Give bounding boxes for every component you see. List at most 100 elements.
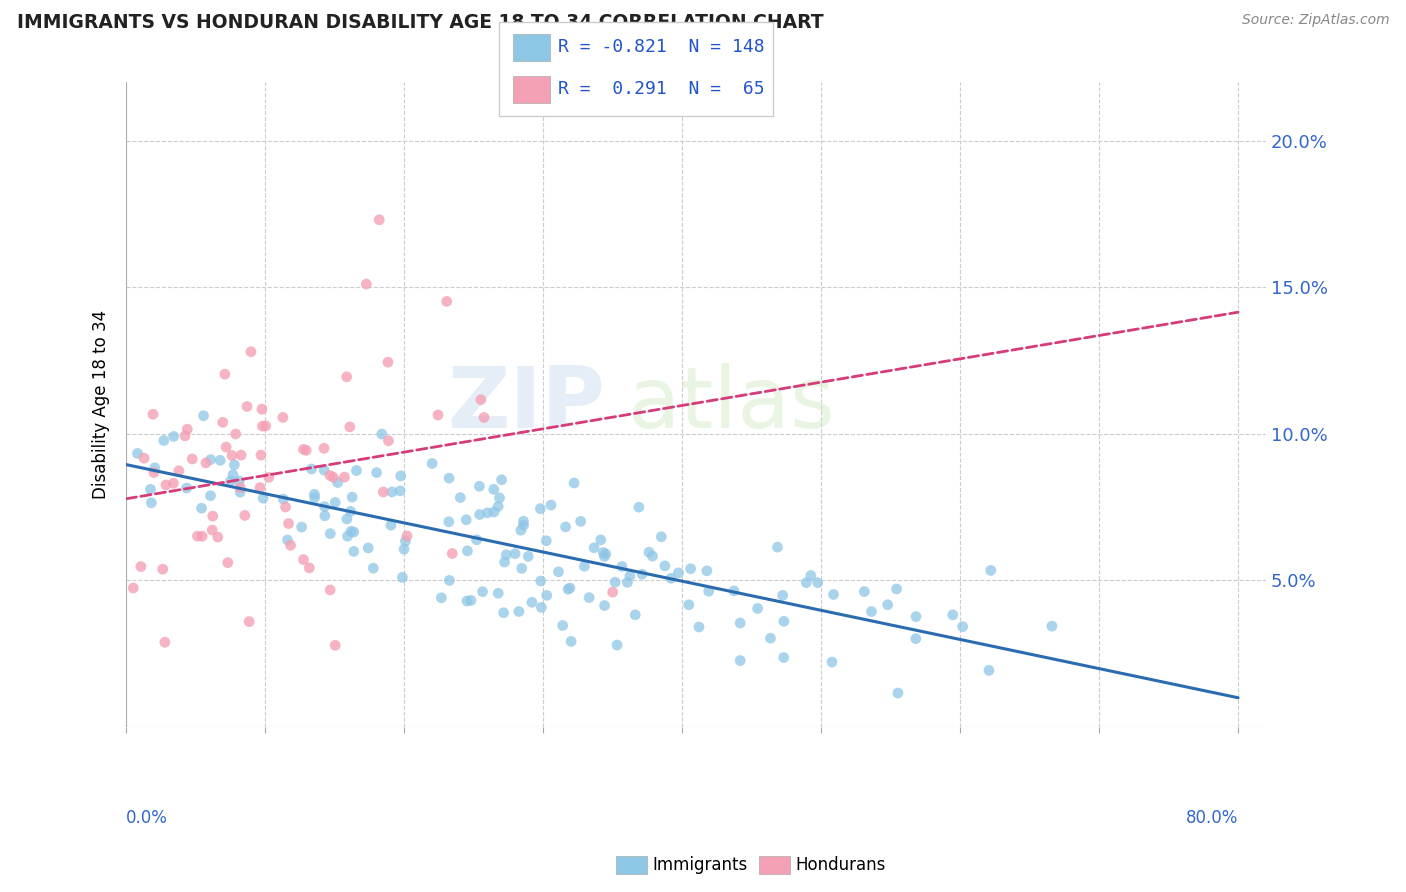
Point bbox=[540, 498, 562, 512]
Point bbox=[980, 563, 1002, 577]
Point bbox=[238, 615, 260, 629]
Point bbox=[366, 466, 388, 480]
Point bbox=[800, 568, 823, 582]
Point bbox=[471, 584, 494, 599]
Point bbox=[430, 591, 453, 605]
Point bbox=[219, 474, 242, 488]
Point bbox=[190, 501, 212, 516]
Point bbox=[377, 434, 399, 448]
Point bbox=[361, 561, 384, 575]
Point bbox=[853, 584, 876, 599]
Point bbox=[904, 632, 927, 646]
Point bbox=[319, 468, 342, 483]
Point bbox=[276, 533, 298, 547]
Point bbox=[696, 564, 718, 578]
Point bbox=[728, 615, 751, 630]
Point bbox=[517, 549, 540, 564]
Text: R =  0.291  N =  65: R = 0.291 N = 65 bbox=[558, 80, 765, 98]
Point bbox=[503, 547, 526, 561]
Point bbox=[456, 513, 478, 527]
Point bbox=[772, 588, 794, 602]
Point bbox=[536, 533, 558, 548]
Point bbox=[336, 512, 359, 526]
Point bbox=[323, 495, 346, 509]
Text: R = -0.821  N = 148: R = -0.821 N = 148 bbox=[558, 38, 765, 56]
Point bbox=[942, 607, 965, 622]
Point bbox=[201, 523, 224, 537]
Point bbox=[437, 515, 460, 529]
Y-axis label: Disability Age 18 to 34: Disability Age 18 to 34 bbox=[93, 310, 110, 499]
Point bbox=[271, 492, 294, 507]
Point bbox=[512, 514, 534, 528]
Point bbox=[339, 420, 361, 434]
Point bbox=[439, 574, 461, 588]
Point bbox=[427, 408, 450, 422]
Point bbox=[295, 443, 318, 458]
Point bbox=[152, 562, 174, 576]
Point bbox=[312, 442, 335, 456]
Point bbox=[508, 605, 530, 619]
Point bbox=[167, 464, 190, 478]
Point bbox=[470, 392, 492, 407]
Point bbox=[510, 561, 533, 575]
Point bbox=[1040, 619, 1063, 633]
Point bbox=[562, 475, 585, 490]
Point bbox=[659, 571, 682, 585]
Point bbox=[530, 600, 553, 615]
Point bbox=[162, 476, 184, 491]
Point bbox=[441, 547, 464, 561]
Point bbox=[491, 473, 513, 487]
Text: IMMIGRANTS VS HONDURAN DISABILITY AGE 18 TO 34 CORRELATION CHART: IMMIGRANTS VS HONDURAN DISABILITY AGE 18… bbox=[17, 13, 824, 32]
Point bbox=[207, 530, 229, 544]
Point bbox=[339, 504, 361, 518]
Point bbox=[240, 344, 263, 359]
Point bbox=[304, 491, 326, 505]
Point bbox=[766, 540, 789, 554]
Text: atlas: atlas bbox=[627, 363, 835, 446]
Point bbox=[346, 463, 368, 477]
Point bbox=[141, 496, 163, 510]
Point bbox=[574, 559, 596, 574]
Point bbox=[723, 583, 745, 598]
Point bbox=[228, 474, 250, 488]
Point bbox=[201, 509, 224, 524]
Point bbox=[468, 508, 491, 522]
Point bbox=[229, 448, 252, 462]
Point bbox=[477, 506, 499, 520]
Point bbox=[127, 446, 149, 460]
Point bbox=[557, 582, 579, 597]
Point bbox=[583, 541, 606, 555]
Point bbox=[593, 549, 616, 564]
Point bbox=[186, 529, 208, 543]
Point bbox=[610, 559, 633, 574]
Point bbox=[482, 505, 505, 519]
Point bbox=[395, 529, 418, 543]
Point bbox=[142, 466, 165, 480]
Point bbox=[225, 427, 247, 442]
Point bbox=[747, 601, 769, 615]
Point bbox=[593, 599, 616, 613]
Point bbox=[271, 410, 294, 425]
Point bbox=[558, 581, 581, 595]
Point bbox=[472, 410, 495, 425]
Point bbox=[357, 541, 380, 555]
Point bbox=[509, 523, 531, 537]
Point bbox=[520, 595, 543, 609]
Point bbox=[229, 485, 252, 500]
Point bbox=[807, 575, 830, 590]
Point bbox=[181, 452, 204, 467]
Point bbox=[122, 581, 145, 595]
Point bbox=[193, 409, 215, 423]
Point bbox=[132, 451, 155, 466]
Point bbox=[468, 479, 491, 493]
Point bbox=[420, 457, 443, 471]
Point bbox=[494, 555, 516, 569]
Point bbox=[176, 481, 198, 495]
Point bbox=[391, 570, 413, 584]
Point bbox=[904, 609, 927, 624]
Point bbox=[392, 542, 415, 557]
Point bbox=[280, 538, 302, 552]
Point bbox=[449, 491, 471, 505]
Point bbox=[153, 635, 176, 649]
Point bbox=[323, 638, 346, 652]
